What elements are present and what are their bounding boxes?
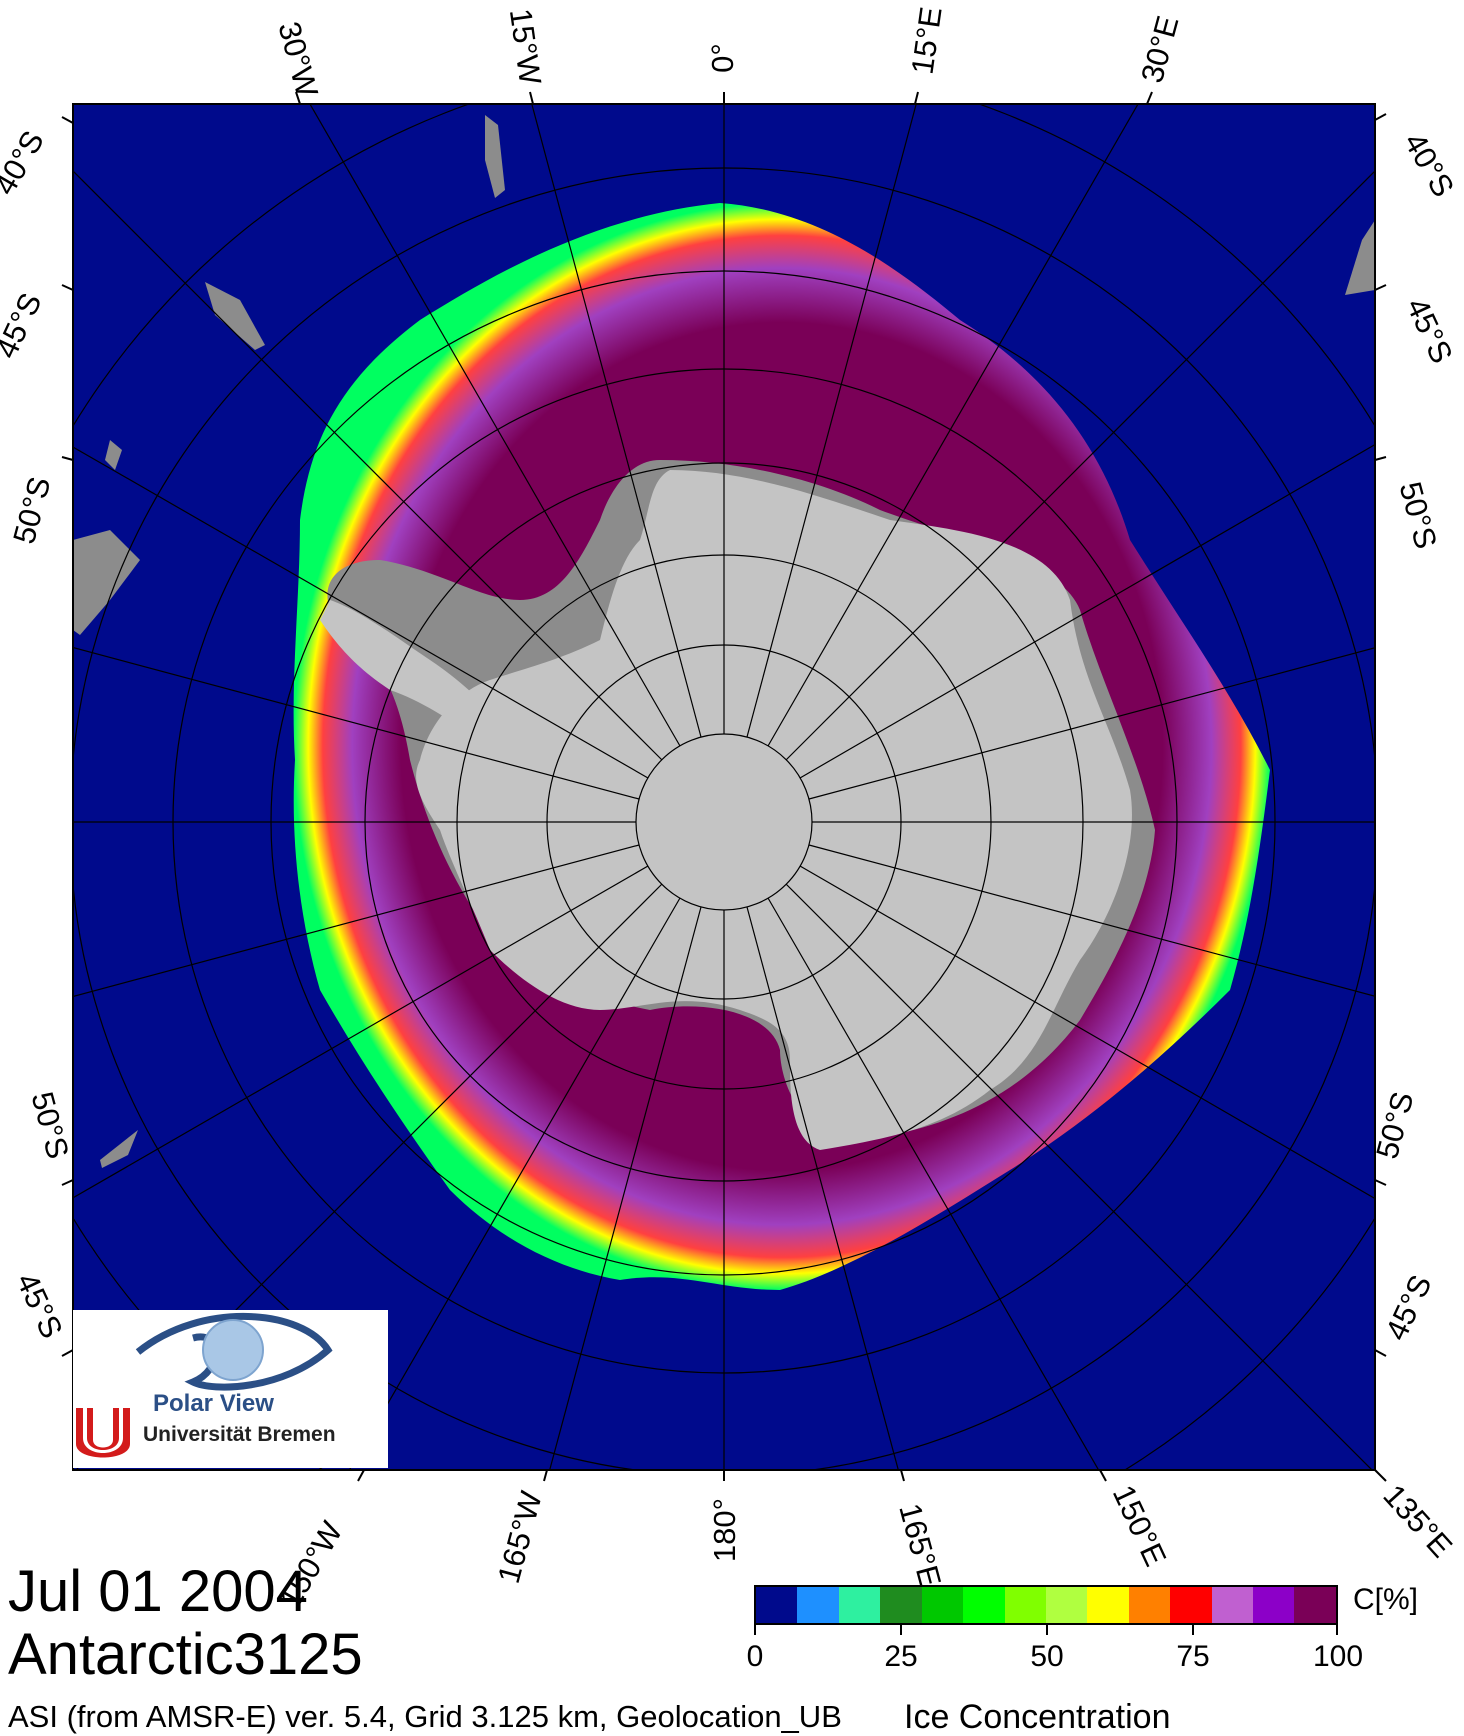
legend-tick: 50 (1030, 1640, 1064, 1673)
colorbar-segment (1128, 1587, 1171, 1623)
colorbar-segment (1294, 1587, 1336, 1623)
label-40s-right: 40°S (1397, 127, 1461, 203)
label-45s-left-lower: 45°S (9, 1268, 69, 1344)
polar-view-logo: Polar View Universität Bremen (73, 1310, 388, 1468)
logo-org: Universität Bremen (143, 1423, 336, 1446)
label-45s-left: 45°S (0, 288, 49, 364)
label-165w: 165°W (491, 1487, 549, 1587)
label-45s-right: 45°S (1399, 293, 1459, 369)
colorbar-segment (1045, 1587, 1088, 1623)
label-30e: 30°E (1134, 12, 1185, 86)
legend-tick-mark (1192, 1625, 1194, 1635)
legend-unit: C[%] (1353, 1583, 1419, 1616)
label-50s-left: 50°S (6, 473, 57, 547)
label-135e: 135°E (1376, 1478, 1459, 1564)
island (1345, 220, 1375, 295)
label-50s-right-lower: 50°S (1369, 1088, 1420, 1162)
label-15e: 15°E (905, 5, 949, 77)
frame-ticks (61, 91, 1387, 1482)
legend-tick-mark (1046, 1625, 1048, 1635)
label-50s-left-lower: 50°S (24, 1088, 75, 1162)
antarctic-peninsula (320, 600, 500, 740)
legend-tick-mark (754, 1625, 756, 1635)
eye-logo-icon (76, 1313, 333, 1458)
legend-tick-mark (1336, 1625, 1338, 1635)
colorbar (754, 1585, 1338, 1625)
label-40s-left: 40°S (0, 125, 51, 201)
antarctica-landmass (416, 470, 1132, 1150)
legend-tick: 75 (1176, 1640, 1210, 1673)
region-label: Antarctic3125 (8, 1622, 363, 1687)
date-label: Jul 01 2004 (8, 1559, 308, 1624)
island (205, 282, 265, 350)
label-15w: 15°W (503, 6, 548, 87)
meridian-lines (73, 104, 1375, 1470)
colorbar-segment (963, 1587, 1005, 1623)
legend-tick: 25 (884, 1640, 918, 1673)
legend-tick: 100 (1312, 1640, 1364, 1673)
colorbar-segment (1211, 1587, 1254, 1623)
label-30w: 30°W (271, 18, 325, 101)
colorbar-segment (1087, 1587, 1129, 1623)
legend-title: Ice Concentration (904, 1698, 1171, 1736)
island (100, 1130, 138, 1168)
label-50s-right: 50°S (1392, 478, 1443, 552)
logo-title: Polar View (153, 1390, 274, 1417)
label-0: 0° (705, 43, 740, 73)
legend-tick-mark (900, 1625, 902, 1635)
island (485, 115, 505, 198)
colorbar-segment (756, 1587, 798, 1623)
colorbar-segment (1004, 1587, 1046, 1623)
legend-tick: 0 (746, 1640, 764, 1673)
colorbar-segment (921, 1587, 964, 1623)
label-45s-right-lower: 45°S (1378, 1270, 1438, 1346)
colorbar-segment (797, 1587, 839, 1623)
label-165e: 165°E (892, 1500, 948, 1591)
island (73, 530, 140, 635)
label-150e: 150°E (1106, 1480, 1174, 1572)
colorbar-segment (1253, 1587, 1295, 1623)
label-180: 180° (707, 1498, 742, 1562)
island (105, 440, 122, 470)
footer-label: ASI (from AMSR-E) ver. 5.4, Grid 3.125 k… (8, 1699, 842, 1734)
colorbar-segment (1170, 1587, 1212, 1623)
colorbar-segment (880, 1587, 922, 1623)
colorbar-segment (838, 1587, 881, 1623)
